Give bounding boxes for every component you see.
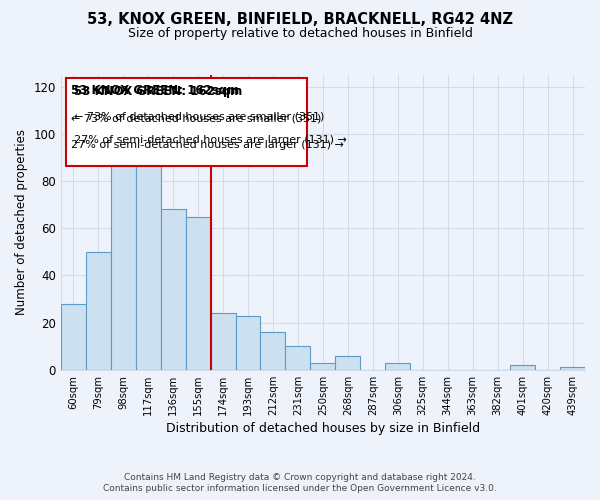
Bar — [286, 346, 310, 370]
Bar — [385, 362, 410, 370]
Bar — [86, 252, 111, 370]
X-axis label: Distribution of detached houses by size in Binfield: Distribution of detached houses by size … — [166, 422, 480, 435]
Text: 27% of semi-detached houses are larger (131) →: 27% of semi-detached houses are larger (… — [74, 136, 347, 145]
Bar — [161, 210, 185, 370]
Bar — [136, 141, 161, 370]
Bar — [510, 365, 535, 370]
Text: Contains HM Land Registry data © Crown copyright and database right 2024.: Contains HM Land Registry data © Crown c… — [124, 472, 476, 482]
Bar — [211, 313, 236, 370]
Text: ← 73% of detached houses are smaller (351): ← 73% of detached houses are smaller (35… — [71, 114, 322, 124]
Y-axis label: Number of detached properties: Number of detached properties — [15, 130, 28, 316]
Bar — [61, 304, 86, 370]
FancyBboxPatch shape — [66, 78, 307, 166]
Text: 53, KNOX GREEN, BINFIELD, BRACKNELL, RG42 4NZ: 53, KNOX GREEN, BINFIELD, BRACKNELL, RG4… — [87, 12, 513, 28]
Bar — [236, 316, 260, 370]
Text: 53 KNOX GREEN: 162sqm: 53 KNOX GREEN: 162sqm — [71, 84, 239, 97]
Text: Contains public sector information licensed under the Open Government Licence v3: Contains public sector information licen… — [103, 484, 497, 493]
Bar — [185, 216, 211, 370]
Bar — [260, 332, 286, 370]
Bar — [111, 153, 136, 370]
Bar — [560, 368, 585, 370]
Text: ← 73% of detached houses are smaller (351): ← 73% of detached houses are smaller (35… — [74, 112, 324, 122]
Text: Size of property relative to detached houses in Binfield: Size of property relative to detached ho… — [128, 28, 472, 40]
Bar — [335, 356, 361, 370]
Text: 53 KNOX GREEN: 162sqm: 53 KNOX GREEN: 162sqm — [74, 86, 242, 98]
Text: 27% of semi-detached houses are larger (131) →: 27% of semi-detached houses are larger (… — [71, 140, 344, 150]
Bar — [310, 362, 335, 370]
